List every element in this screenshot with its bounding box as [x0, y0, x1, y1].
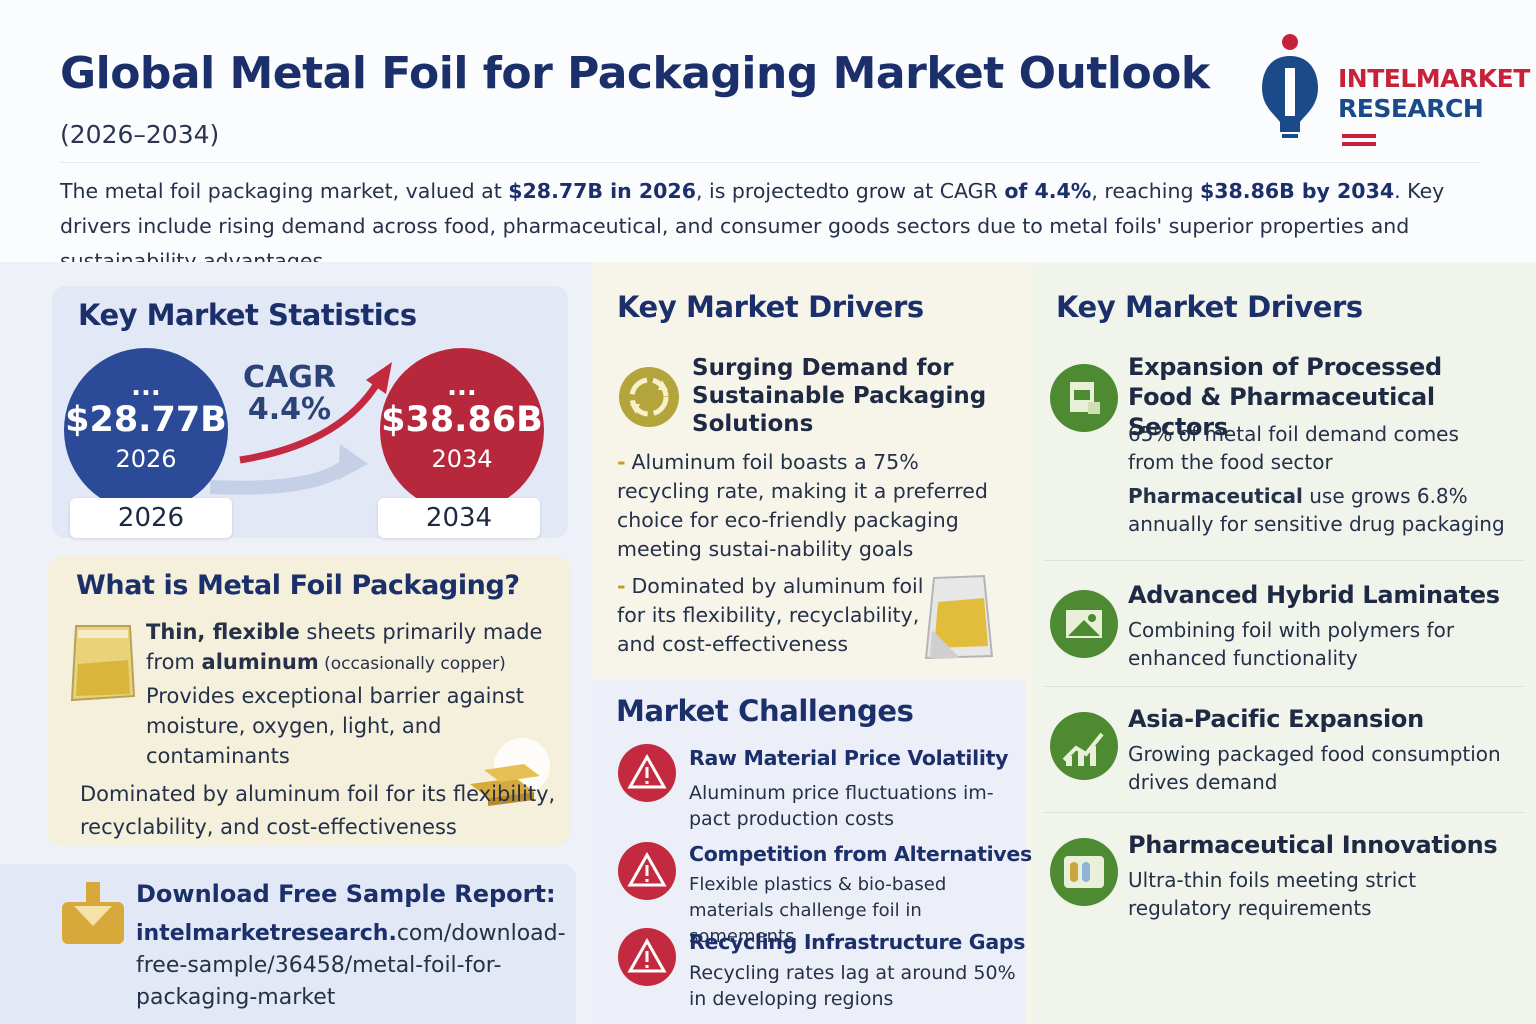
bullet-dash: -	[617, 450, 626, 474]
warning-icon	[618, 744, 676, 802]
value-2034: $38.86B	[381, 400, 543, 440]
emphasis-text: Thin, flexible	[146, 620, 300, 644]
divider	[60, 162, 1480, 163]
cagr-label: CAGR 4.4%	[243, 362, 336, 426]
value-2026: $28.77B	[65, 400, 227, 440]
logo-line-2-text: RESEARCH	[1338, 94, 1484, 123]
cagr-value: 4.4%	[247, 392, 332, 427]
logo-text: INTELMARKET RESEARCH	[1338, 64, 1530, 154]
divider	[1044, 812, 1524, 813]
year-box-2026: 2026	[70, 498, 232, 538]
circle-year-2026: 2026	[115, 445, 177, 473]
warning-icon	[618, 928, 676, 986]
what-is-point-2: Provides exceptional barrier against moi…	[146, 684, 524, 768]
challenge-body-3: Recycling rates lag at around 50% in dev…	[689, 962, 1016, 1010]
what-is-line-2: from aluminum (occasionally copper)	[146, 647, 556, 679]
value-2026-circle: ... $28.77B 2026	[64, 348, 228, 512]
divider	[1044, 560, 1524, 561]
driver-right-body-2: Combining foil with polymers for enhance…	[1128, 618, 1455, 670]
intro-highlight-value-2026: $28.77B in 2026	[508, 179, 696, 203]
download-link[interactable]: intelmarketresearch.com/download-free-sa…	[136, 918, 566, 1014]
body-text: use grows 6.8% annually for sensitive dr…	[1128, 484, 1505, 536]
driver-right-heading-1: Expansion of Processed Food & Pharmaceut…	[1128, 353, 1442, 441]
logo-line-1: INTELMARKET	[1338, 64, 1530, 93]
recycle-icon	[619, 367, 679, 427]
driver-right-body-1: 65% of metal foil demand comes from the …	[1128, 422, 1459, 474]
gold-bars-icon	[470, 738, 550, 806]
what-is-point-3: Dominated by aluminum foil for its flexi…	[80, 782, 556, 839]
driver-right-heading-4: Pharmaceutical Innovations	[1128, 831, 1498, 859]
logo-line-2: RESEARCH	[1338, 94, 1530, 154]
download-icon[interactable]	[60, 880, 126, 946]
drivers-right-title: Key Market Drivers	[1056, 290, 1363, 324]
download-link-path[interactable]: com/download-free-sample/36458/metal-foi…	[136, 921, 566, 1010]
driver-bullet-1: - Aluminum foil boasts a 75% recycling ra…	[617, 448, 1017, 564]
challenge-heading-1: Raw Material Price Volatility	[689, 746, 1009, 770]
intro-highlight-cagr: of 4.4%	[1004, 179, 1092, 203]
divider	[1044, 686, 1524, 687]
bullet-text: Aluminum foil boasts a 75% recycling rat…	[617, 450, 988, 561]
value-2034-circle: ... $38.86B 2034	[380, 348, 544, 512]
circle-year-2034: 2034	[431, 445, 493, 473]
download-link-domain[interactable]: intelmarketresearch.	[136, 921, 397, 946]
download-title: Download Free Sample Report:	[136, 880, 556, 908]
food-package-icon	[1050, 364, 1118, 432]
laminate-icon	[1050, 590, 1118, 658]
driver-right-body-3: Growing packaged food consumption drives…	[1128, 742, 1501, 794]
foil-pouch-icon	[70, 625, 136, 702]
body-text: sheets primarily made	[299, 620, 543, 644]
circle-dots: ...	[447, 372, 477, 402]
challenge-body-2: Flexible plastics & bio-based materials …	[689, 874, 947, 947]
growth-chart-icon	[1050, 712, 1118, 780]
challenge-heading-2: Competition from Alternatives	[689, 842, 1032, 866]
driver-bullet-2: - Dominated by aluminum foil for its flex…	[617, 572, 937, 659]
circle-dots: ...	[131, 372, 161, 402]
warning-icon	[618, 842, 676, 900]
what-is-point-1: Thin, flexible sheets primarily made fro…	[146, 617, 556, 679]
page-title: Global Metal Foil for Packaging Market O…	[60, 48, 1210, 99]
intro-text: , reaching	[1091, 179, 1200, 203]
emphasis-text: Pharmaceutical	[1128, 484, 1303, 508]
driver-right-body-4: Ultra-thin foils meeting strict regulato…	[1128, 868, 1417, 920]
driver-right-heading-3: Asia-Pacific Expansion	[1128, 705, 1424, 733]
challenges-title: Market Challenges	[616, 694, 914, 728]
driver-heading: Surging Demand for Sustainable Packaging…	[692, 355, 987, 437]
year-box-2034: 2034	[378, 498, 540, 538]
emphasis-text: aluminum	[201, 650, 319, 674]
intro-text: , is projectedto grow at CAGR	[695, 179, 1005, 203]
drivers-title: Key Market Drivers	[617, 290, 924, 324]
growth-arrow-icon	[209, 362, 392, 495]
challenge-body-1: Aluminum price fluctuations im-pact prod…	[689, 782, 994, 830]
page-subtitle-years: (2026–2034)	[60, 120, 220, 149]
logo-stripes-icon	[1342, 134, 1376, 146]
body-text: from	[146, 650, 202, 674]
intro-highlight-value-2034: $38.86B by 2034	[1200, 179, 1395, 203]
foil-bag-icon	[924, 574, 994, 660]
bullet-dash: -	[617, 574, 626, 598]
intro-text: The metal foil packaging market, valued …	[60, 179, 509, 203]
what-is-card	[48, 556, 570, 846]
logo-mark-icon	[1262, 34, 1318, 138]
company-logo: INTELMARKET RESEARCH	[1262, 34, 1530, 146]
what-is-line-1: Thin, flexible sheets primarily made	[146, 617, 556, 647]
cagr-label-text: CAGR	[243, 360, 336, 395]
pill-blister-icon	[1050, 838, 1118, 906]
challenge-heading-3: Recycling Infrastructure Gaps	[689, 930, 1026, 954]
driver-right-heading-2: Advanced Hybrid Laminates	[1128, 581, 1500, 609]
bullet-text: Dominated by aluminum foil for its flexi…	[617, 574, 924, 656]
note-text: (occasionally copper)	[318, 654, 506, 674]
what-is-title: What is Metal Foil Packaging?	[76, 570, 520, 601]
key-statistics-title: Key Market Statistics	[78, 298, 417, 332]
driver-right-extra-1: Pharmaceutical use grows 6.8% annually f…	[1128, 482, 1518, 538]
